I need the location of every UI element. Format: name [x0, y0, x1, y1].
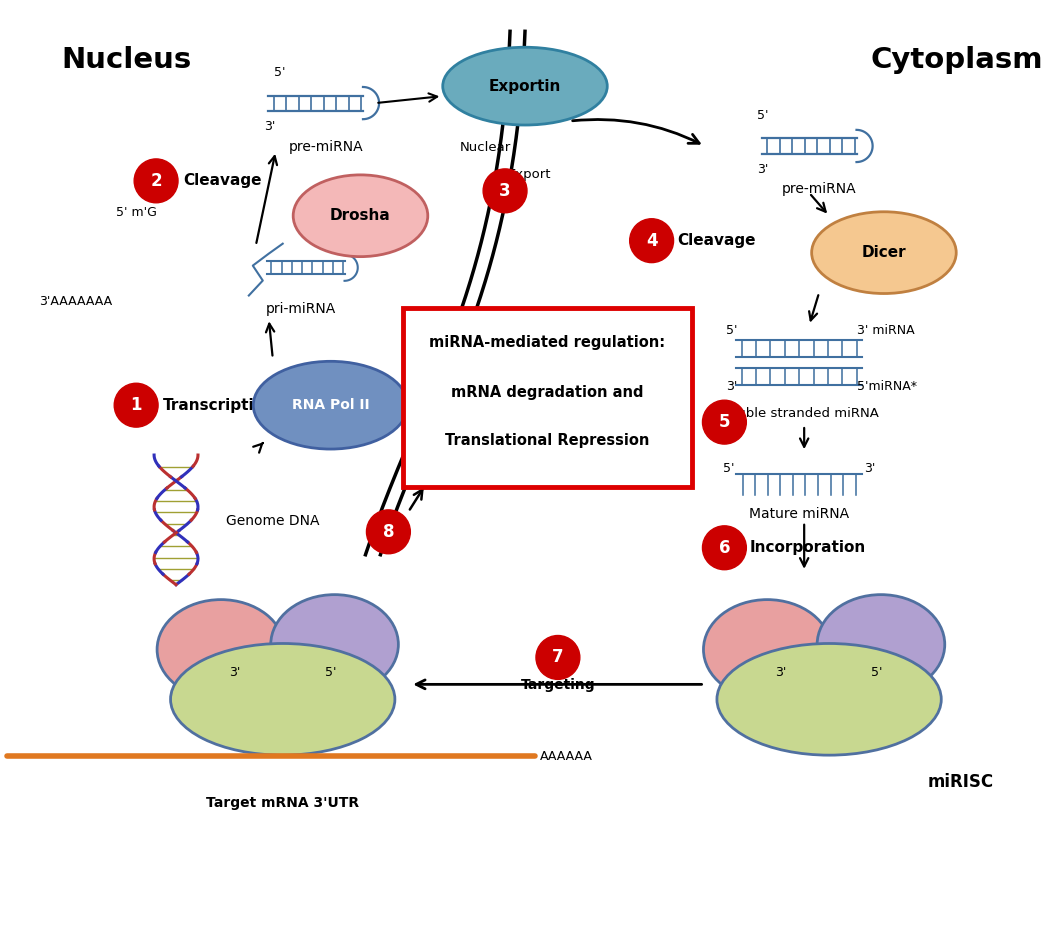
Text: 3': 3' — [264, 120, 275, 133]
Ellipse shape — [717, 644, 941, 755]
Text: 5'miRNA*: 5'miRNA* — [857, 381, 917, 393]
Text: 7: 7 — [552, 649, 564, 666]
Text: 5': 5' — [726, 324, 737, 337]
Text: AAAAAA: AAAAAA — [540, 750, 593, 762]
Text: 3: 3 — [499, 181, 511, 200]
FancyBboxPatch shape — [403, 308, 692, 487]
FancyArrowPatch shape — [572, 119, 699, 143]
Text: Targeting: Targeting — [521, 679, 595, 693]
Text: Double stranded miRNA: Double stranded miRNA — [719, 407, 879, 420]
Ellipse shape — [293, 175, 427, 257]
Text: 5: 5 — [718, 414, 730, 431]
Text: 6: 6 — [718, 539, 730, 556]
Text: Nucleus: Nucleus — [61, 46, 191, 74]
Text: 5': 5' — [722, 462, 734, 475]
Circle shape — [114, 384, 159, 427]
Text: Target mRNA 3'UTR: Target mRNA 3'UTR — [206, 796, 359, 810]
Text: 3': 3' — [864, 462, 876, 475]
Text: Export: Export — [508, 168, 551, 180]
Text: 5' m'G: 5' m'G — [117, 206, 158, 219]
Text: Transcription: Transcription — [163, 398, 276, 413]
Text: RNA Pol II: RNA Pol II — [292, 399, 370, 413]
Text: Cleavage: Cleavage — [677, 233, 756, 248]
Text: mRNA degradation and: mRNA degradation and — [452, 384, 644, 400]
Ellipse shape — [812, 212, 957, 293]
Text: 3': 3' — [726, 381, 737, 393]
Text: 5': 5' — [872, 666, 883, 680]
Ellipse shape — [704, 600, 832, 699]
Text: 5': 5' — [274, 66, 286, 79]
Ellipse shape — [253, 361, 407, 449]
Text: 3': 3' — [229, 666, 240, 680]
Text: Drosha: Drosha — [330, 209, 391, 224]
Text: 4: 4 — [646, 231, 657, 250]
Text: 3': 3' — [776, 666, 786, 680]
Text: 2: 2 — [150, 172, 162, 190]
Ellipse shape — [817, 595, 945, 695]
Text: miRNA-mediated regulation:: miRNA-mediated regulation: — [429, 335, 666, 350]
Text: Translational Repression: Translational Repression — [445, 432, 650, 447]
Text: Exportin: Exportin — [489, 79, 561, 94]
Text: pre-miRNA: pre-miRNA — [782, 181, 857, 196]
Circle shape — [366, 509, 411, 554]
Ellipse shape — [158, 600, 285, 699]
Circle shape — [702, 525, 747, 570]
Circle shape — [483, 169, 527, 212]
Text: miRISC: miRISC — [927, 773, 993, 791]
Text: Dicer: Dicer — [862, 245, 906, 260]
Text: Nuclear: Nuclear — [460, 141, 510, 154]
Text: 3' miRNA: 3' miRNA — [857, 324, 915, 337]
Circle shape — [630, 219, 673, 262]
Text: Mature miRNA: Mature miRNA — [749, 507, 849, 521]
Text: pre-miRNA: pre-miRNA — [289, 140, 363, 154]
Text: 5': 5' — [324, 666, 336, 680]
Circle shape — [134, 159, 178, 203]
Ellipse shape — [443, 47, 607, 125]
Circle shape — [702, 400, 747, 444]
Text: Cytoplasm: Cytoplasm — [870, 46, 1044, 74]
Text: 3'AAAAAAA: 3'AAAAAAA — [40, 295, 112, 308]
Text: 5': 5' — [757, 109, 769, 122]
Text: Cleavage: Cleavage — [183, 173, 261, 188]
Text: Genome DNA: Genome DNA — [226, 514, 319, 528]
Text: 1: 1 — [130, 396, 142, 415]
Text: pri-miRNA: pri-miRNA — [266, 303, 336, 317]
Text: Incorporation: Incorporation — [750, 540, 865, 556]
Ellipse shape — [170, 644, 395, 755]
Text: 8: 8 — [382, 523, 394, 540]
Ellipse shape — [271, 595, 398, 695]
Text: 3': 3' — [757, 163, 769, 176]
Circle shape — [536, 635, 580, 680]
